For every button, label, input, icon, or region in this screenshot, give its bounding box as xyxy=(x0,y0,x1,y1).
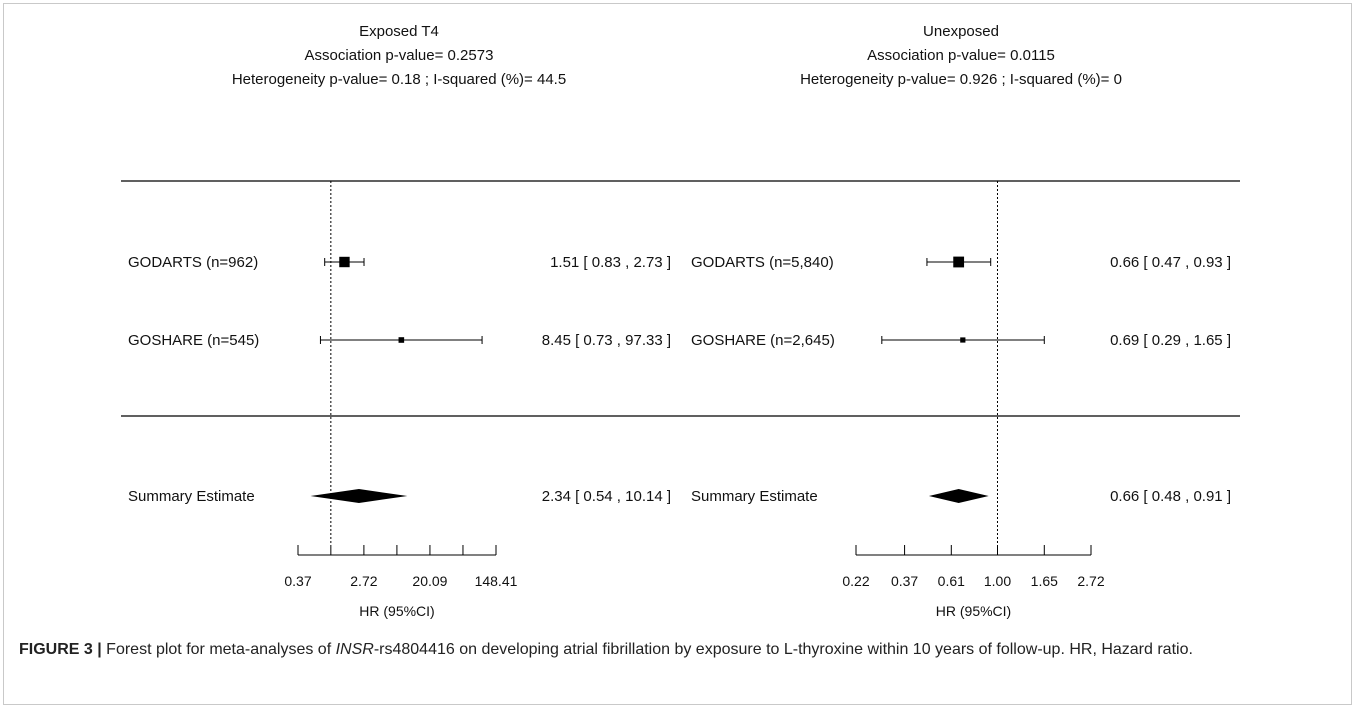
caption-figure-label: FIGURE 3 | xyxy=(19,641,102,658)
unexposed-summary-estimate-text: 0.66 [ 0.48 , 0.91 ] xyxy=(1110,488,1231,505)
unexposed-summary-label: Summary Estimate xyxy=(691,488,818,505)
exposed-x-axis-label: HR (95%CI) xyxy=(359,603,434,619)
exposed-summary-estimate-text: 2.34 [ 0.54 , 10.14 ] xyxy=(542,488,671,505)
figure-frame: Exposed T4 Association p-value= 0.2573 Het… xyxy=(3,3,1352,705)
exposed-panel-title: Exposed T4 xyxy=(359,23,439,40)
unexposed-study-estimate-text: 0.69 [ 0.29 , 1.65 ] xyxy=(1110,332,1231,349)
exposed-x-tick-label: 20.09 xyxy=(412,573,447,589)
exposed-study-label: GODARTS (n=962) xyxy=(128,254,258,271)
forest-plot: Exposed T4 Association p-value= 0.2573 Het… xyxy=(121,23,1240,619)
unexposed-x-tick-label: 1.00 xyxy=(984,573,1011,589)
caption-text-start: Forest plot for meta-analyses of xyxy=(101,641,336,658)
unexposed-panel-title: Unexposed xyxy=(923,23,999,40)
exposed-point-estimate xyxy=(398,337,405,343)
exposed-summary-label: Summary Estimate xyxy=(128,488,255,505)
unexposed-x-tick-label: 2.72 xyxy=(1077,573,1104,589)
exposed-study-estimate-text: 1.51 [ 0.83 , 2.73 ] xyxy=(550,254,671,271)
unexposed-study-estimate-text: 0.66 [ 0.47 , 0.93 ] xyxy=(1110,254,1231,271)
exposed-subtitle-1: Association p-value= 0.2573 xyxy=(305,47,494,64)
unexposed-x-tick-label: 1.65 xyxy=(1031,573,1058,589)
figure-caption: FIGURE 3 | Forest plot for meta-analyses… xyxy=(19,639,1329,661)
unexposed-point-estimate xyxy=(953,256,965,268)
exposed-study-estimate-text: 8.45 [ 0.73 , 97.33 ] xyxy=(542,332,671,349)
unexposed-study-label: GODARTS (n=5,840) xyxy=(691,254,834,271)
unexposed-point-estimate xyxy=(960,337,966,343)
exposed-point-estimate xyxy=(339,256,350,268)
unexposed-summary-diamond xyxy=(928,489,989,503)
unexposed-x-tick-label: 0.61 xyxy=(938,573,965,589)
unexposed-subtitle-2: Heterogeneity p-value= 0.926 ; I-squared… xyxy=(800,71,1122,88)
caption-gene-name: INSR xyxy=(335,641,374,658)
caption-text-end: -rs4804416 on developing atrial fibrilla… xyxy=(373,641,1193,658)
exposed-subtitle-2: Heterogeneity p-value= 0.18 ; I-squared … xyxy=(232,71,566,88)
exposed-x-tick-label: 148.41 xyxy=(475,573,518,589)
unexposed-subtitle-1: Association p-value= 0.0115 xyxy=(867,47,1055,64)
exposed-x-tick-label: 2.72 xyxy=(350,573,377,589)
unexposed-x-tick-label: 0.37 xyxy=(891,573,918,589)
exposed-study-label: GOSHARE (n=545) xyxy=(128,332,259,349)
unexposed-study-label: GOSHARE (n=2,645) xyxy=(691,332,835,349)
exposed-x-tick-label: 0.37 xyxy=(284,573,311,589)
exposed-summary-diamond xyxy=(310,489,408,503)
unexposed-x-tick-label: 0.22 xyxy=(842,573,869,589)
unexposed-x-axis-label: HR (95%CI) xyxy=(936,603,1011,619)
